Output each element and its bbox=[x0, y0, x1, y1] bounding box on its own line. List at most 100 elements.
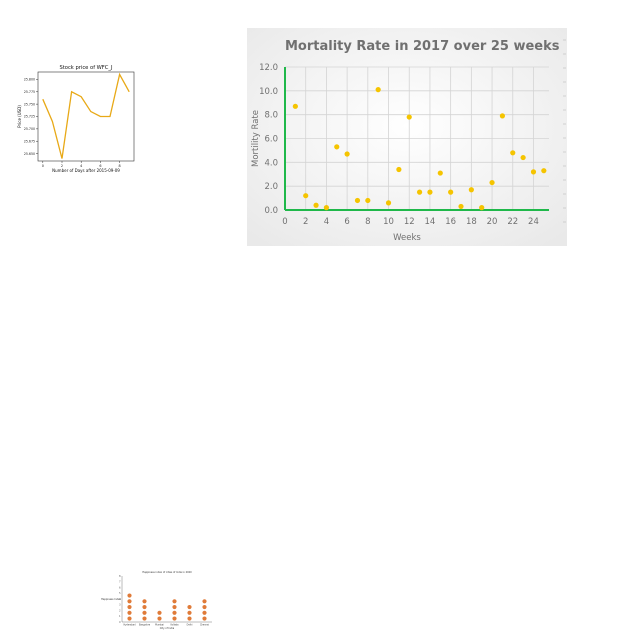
plot-frame bbox=[37, 71, 135, 162]
happiness-dot bbox=[202, 599, 207, 604]
data-point bbox=[292, 103, 298, 109]
y-tick-label: 4 bbox=[119, 598, 121, 601]
x-tick-label: 4 bbox=[80, 164, 82, 168]
happiness-dot bbox=[172, 610, 177, 615]
data-point bbox=[313, 202, 319, 208]
y-tick-label: 6 bbox=[119, 586, 121, 589]
data-point bbox=[375, 87, 381, 93]
happiness-dot bbox=[142, 599, 147, 604]
happiness-dot bbox=[202, 604, 207, 610]
happiness-dot bbox=[127, 593, 132, 598]
data-point bbox=[344, 151, 350, 157]
happiness-dot bbox=[127, 610, 132, 615]
data-point bbox=[365, 197, 371, 204]
x-tick-label: 0 bbox=[282, 217, 287, 227]
y-tick-label: 3 bbox=[119, 604, 121, 607]
y-tick-label: 10.0 bbox=[259, 87, 278, 97]
y-tick-label: 25.775 bbox=[24, 90, 35, 94]
y-tick-label: 1 bbox=[119, 615, 121, 618]
data-point bbox=[427, 189, 433, 195]
happiness-dot bbox=[142, 616, 147, 621]
data-point bbox=[479, 205, 485, 211]
data-point bbox=[396, 166, 402, 173]
y-axis-label: Mortility Rate bbox=[251, 110, 261, 167]
y-tick-label: 0.0 bbox=[264, 206, 278, 216]
x-tick-label: Hyderabad bbox=[123, 624, 136, 627]
y-tick-label: 2.0 bbox=[264, 182, 278, 192]
x-axis-label: Number of Days after 2015-09-09 bbox=[52, 168, 120, 173]
happiness-dot bbox=[187, 616, 192, 621]
x-tick-label: 2 bbox=[303, 217, 308, 227]
x-tick-label: 6 bbox=[99, 164, 101, 168]
y-tick-label: 8.0 bbox=[264, 111, 278, 121]
x-tick-label: 0 bbox=[42, 164, 44, 168]
price-line bbox=[42, 72, 130, 159]
happiness-dot bbox=[202, 616, 207, 621]
happiness-dot bbox=[142, 610, 147, 615]
data-point bbox=[354, 197, 361, 204]
happiness-dot bbox=[127, 599, 132, 604]
happiness-dot bbox=[157, 616, 162, 621]
data-point bbox=[385, 200, 392, 206]
chart-background bbox=[247, 28, 567, 246]
data-point bbox=[510, 150, 516, 156]
data-point bbox=[541, 168, 547, 174]
y-tick-label: 8 bbox=[119, 575, 121, 578]
happiness-dot bbox=[172, 616, 177, 621]
happiness-dot bbox=[127, 604, 132, 610]
x-tick-label: 4 bbox=[324, 217, 329, 227]
data-point bbox=[489, 179, 495, 186]
y-tick-label: 2 bbox=[119, 609, 121, 612]
stock-price-svg: Stock price of WFC_J 0 2 4 6 8 25.650 25.675 25.… bbox=[17, 65, 135, 173]
y-tick-label: 25.800 bbox=[24, 78, 35, 82]
happiness-dot bbox=[187, 604, 192, 610]
data-point bbox=[334, 144, 340, 150]
x-tick-label: 24 bbox=[528, 217, 539, 227]
happiness-dot bbox=[127, 616, 132, 621]
data-point bbox=[406, 114, 412, 120]
happiness-dot bbox=[157, 610, 162, 615]
y-axis-label: Happiness Index bbox=[101, 598, 121, 601]
y-tick-label: 25.700 bbox=[24, 127, 35, 131]
data-point bbox=[416, 189, 423, 195]
data-point bbox=[520, 154, 526, 161]
x-tick-label: 8 bbox=[119, 164, 121, 168]
x-tick-label: 22 bbox=[507, 217, 518, 227]
x-tick-label: 20 bbox=[487, 217, 498, 227]
happiness-dot bbox=[172, 599, 177, 604]
chart-title: Happiness index of cities of India in 20… bbox=[142, 571, 192, 574]
data-point bbox=[499, 113, 506, 119]
x-axis-label: Weeks bbox=[393, 233, 421, 243]
happiness-dot bbox=[142, 604, 147, 610]
y-tick-label: 25.750 bbox=[24, 102, 35, 106]
data-point bbox=[458, 203, 464, 210]
y-tick-label: 25.650 bbox=[24, 152, 35, 156]
y-tick-label: 6.0 bbox=[264, 135, 278, 145]
x-axis-label: City of India bbox=[160, 627, 175, 630]
x-tick-label: Bangalore bbox=[139, 624, 151, 627]
x-tick-label: 18 bbox=[466, 217, 477, 227]
x-tick-label: 12 bbox=[404, 217, 415, 227]
data-point bbox=[468, 187, 474, 193]
chart-title: Mortality Rate in 2017 over 25 weeks bbox=[285, 39, 560, 54]
y-tick-label: 5 bbox=[119, 592, 121, 595]
data-point bbox=[448, 189, 454, 195]
x-tick-label: 16 bbox=[445, 217, 456, 227]
x-tick-label: Chennai bbox=[200, 624, 209, 627]
y-axis-label: Price (USD) bbox=[17, 105, 22, 128]
happiness-dot bbox=[187, 610, 192, 615]
stock-price-chart: Stock price of WFC_J 0 2 4 6 8 25.650 25.675 25.… bbox=[14, 62, 140, 174]
happiness-dot bbox=[202, 610, 207, 615]
x-tick-label: Kolkata bbox=[170, 624, 179, 627]
happiness-index-chart: Happiness index of cities of India in 20… bbox=[100, 566, 215, 634]
happiness-index-svg: Happiness index of cities of India in 20… bbox=[101, 571, 212, 630]
data-point bbox=[323, 205, 330, 211]
x-tick-label: 10 bbox=[383, 217, 394, 227]
happiness-dot bbox=[172, 604, 177, 610]
x-tick-label: 14 bbox=[425, 217, 436, 227]
y-tick-label: 12.0 bbox=[259, 63, 278, 73]
mortality-rate-chart: Mortality Rate in 2017 over 25 weeks 0 2 4 6… bbox=[247, 28, 567, 246]
y-tick-label: 4.0 bbox=[264, 158, 278, 168]
x-tick-label: 8 bbox=[365, 217, 370, 227]
